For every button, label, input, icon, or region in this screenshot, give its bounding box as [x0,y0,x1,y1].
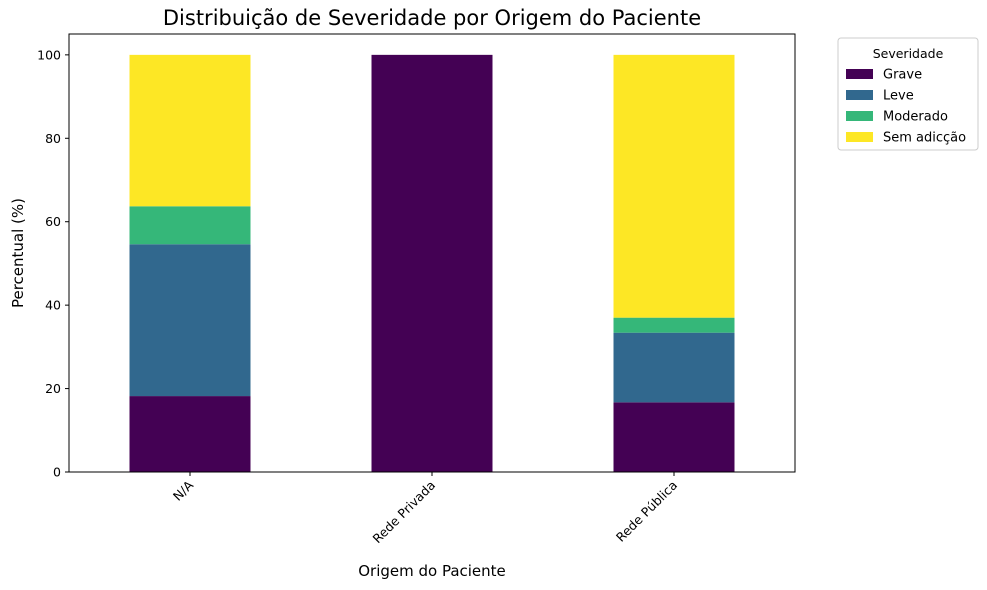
y-tick-label: 60 [45,214,61,229]
legend-label-grave: Grave [883,68,922,83]
legend-label-moderado: Moderado [883,110,948,125]
y-axis-label: Percentual (%) [9,198,27,308]
x-tick-label-rede-publica: Rede Pública [613,478,680,545]
legend-frame [837,37,979,151]
legend-swatch-grave [846,69,873,79]
bar-n-a-sem-adiccao [129,54,251,207]
bar-rede-publica-sem-adiccao [613,54,735,318]
legend-title: Severidade [873,46,944,61]
x-tick-label-rede-privada: Rede Privada [370,478,439,547]
bar-rede-publica-grave [613,402,735,472]
y-tick-label: 20 [45,381,61,396]
legend-swatch-sem-adiccao [846,132,873,142]
legend-label-sem-adiccao: Sem adicção [883,131,966,146]
chart-title: Distribuição de Severidade por Origem do… [163,6,701,30]
x-axis: N/A Rede Privada Rede Pública [170,472,680,546]
legend-swatch-leve [846,90,873,100]
y-tick-label: 100 [37,47,61,62]
legend-swatch-moderado [846,111,873,121]
x-tick-label-n-a: N/A [170,477,197,504]
bar-rede-publica-moderado [613,317,735,333]
legend-label-leve: Leve [883,89,914,104]
bar-n-a-leve [129,244,251,397]
x-axis-label: Origem do Paciente [358,562,506,580]
bar-rede-publica-leve [613,332,735,403]
y-axis: 0 20 40 60 80 100 [37,47,69,480]
y-tick-label: 40 [45,298,61,313]
bar-n-a-grave [129,396,251,472]
legend: Severidade Grave Leve Moderado Sem adicção [837,37,979,151]
bar-rede-privada-grave [371,54,493,472]
bar-n-a-moderado [129,206,251,245]
bars-group [129,54,735,472]
y-tick-label: 80 [45,131,61,146]
y-tick-label: 0 [53,465,61,480]
